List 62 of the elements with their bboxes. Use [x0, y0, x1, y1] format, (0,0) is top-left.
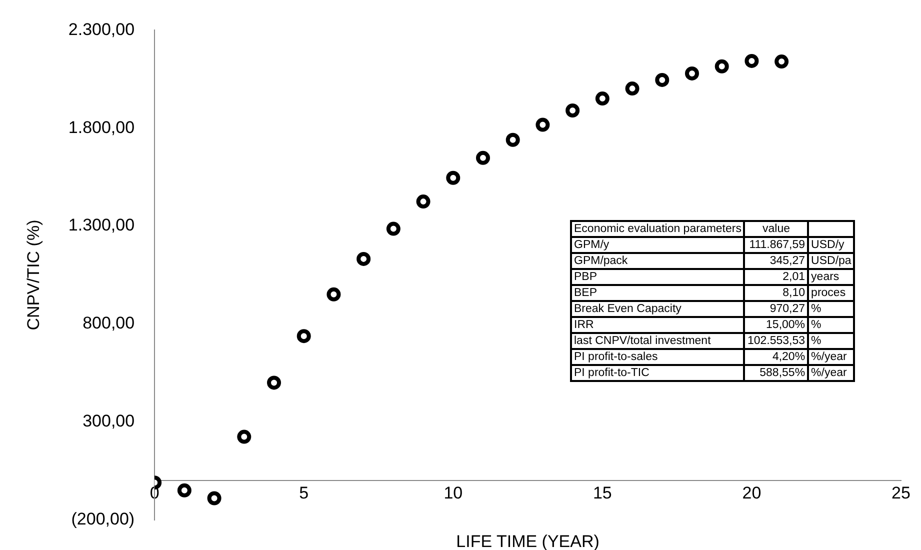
point [207, 491, 222, 506]
point [237, 430, 252, 444]
annotation: PI profit-to-sales [571, 349, 744, 365]
annotation: GPM/y [571, 237, 744, 253]
x-tick-label: 5 [299, 484, 309, 503]
point [744, 54, 759, 68]
point [536, 118, 550, 132]
point [296, 329, 311, 344]
point [446, 170, 460, 185]
point [595, 92, 610, 106]
annotation: PBP [571, 269, 744, 285]
point [386, 222, 400, 236]
y-tick-label: 1.800,00 [68, 118, 135, 137]
point [685, 66, 699, 80]
annotation: proces [808, 285, 854, 301]
y-tick-label: 1.300,00 [68, 216, 135, 235]
point [267, 376, 281, 390]
point [566, 103, 580, 118]
point [177, 483, 192, 498]
annotation: USD/y [808, 237, 854, 253]
annotation: last CNPV/total investment [571, 333, 744, 349]
annotation: USD/pa [808, 253, 854, 269]
point [655, 72, 670, 87]
y-tick-label: 800,00 [82, 314, 135, 333]
annotation: 970,27 [744, 301, 808, 317]
annotation: %/year [808, 365, 854, 381]
point [506, 132, 520, 147]
annotation: PI profit-to-TIC [571, 365, 744, 381]
y-tick-label: 300,00 [82, 412, 135, 431]
point [476, 150, 490, 165]
y-tick-label: 2.300,00 [68, 20, 135, 39]
annotation: Break Even Capacity [571, 301, 744, 317]
annotation: 4,20% [744, 349, 808, 365]
annotation: 111.867,59 [744, 237, 808, 253]
point [356, 252, 371, 266]
annotation: 588,55% [744, 365, 808, 381]
x-tick-label: 10 [444, 484, 463, 503]
annotation: 8,10 [744, 285, 808, 301]
annotation: % [808, 317, 854, 333]
annotation: years [808, 269, 854, 285]
point [774, 54, 789, 69]
point [326, 287, 341, 302]
annotation: 345,27 [744, 253, 808, 269]
annotation: value [744, 221, 808, 237]
annotation: % [808, 333, 854, 349]
x-tick-label: 25 [892, 484, 910, 503]
annotation: BEP [571, 285, 744, 301]
point [625, 82, 640, 96]
annotation: IRR [571, 317, 744, 333]
annotation: GPM/pack [571, 253, 744, 269]
annotation: 2,01 [744, 269, 808, 285]
x-tick-label: 15 [592, 484, 612, 503]
y-axis-title: CNPV/TIC (%) [24, 220, 43, 330]
point [714, 59, 729, 74]
y-tick-label: (200,00) [71, 509, 135, 528]
annotation: %/year [808, 349, 854, 365]
annotation: 102.553,53 [744, 333, 808, 349]
x-tick-label: 20 [742, 484, 762, 503]
point [416, 194, 430, 209]
annotation: Economic evaluation parameters [571, 221, 744, 237]
annotation: % [808, 301, 854, 317]
annotation: 15,00% [744, 317, 808, 333]
